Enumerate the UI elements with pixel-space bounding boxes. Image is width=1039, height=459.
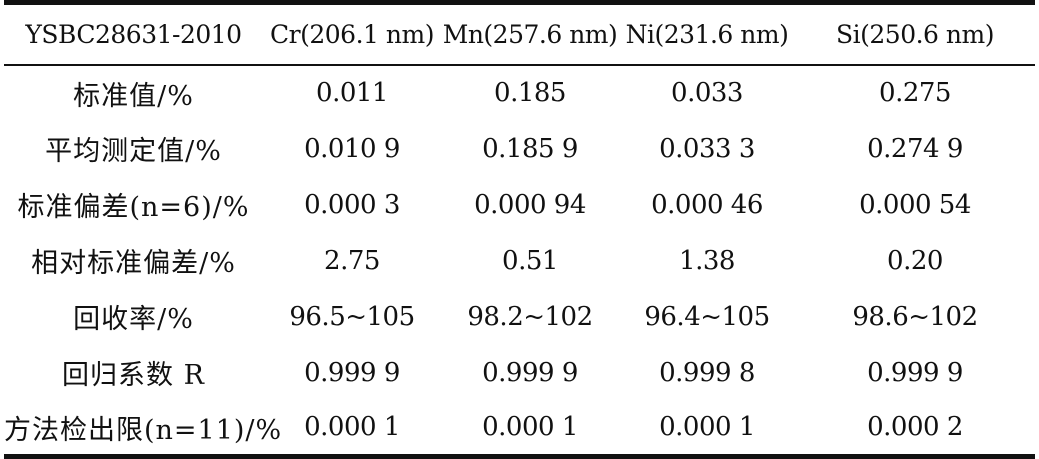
table-row: 方法检出限(n=11)/% 0.000 1 0.000 1 0.000 1 0.… xyxy=(4,401,1035,457)
table-row: 相对标准偏差/% 2.75 0.51 1.38 0.20 xyxy=(4,233,1035,289)
row-label: 回收率/% xyxy=(73,304,194,335)
cell-ni: 0.999 8 xyxy=(659,357,755,388)
cell-si: 98.6~102 xyxy=(852,301,978,332)
cell-ni: 0.000 46 xyxy=(651,189,763,220)
results-table-container: YSBC28631-2010 Cr(206.1 nm) Mn(257.6 nm)… xyxy=(4,0,1035,457)
cell-ni: 96.4~105 xyxy=(644,301,770,332)
cell-cr: 0.011 xyxy=(316,78,388,108)
cell-cr: 0.000 3 xyxy=(304,189,400,220)
table-header: YSBC28631-2010 Cr(206.1 nm) Mn(257.6 nm)… xyxy=(4,2,1035,65)
header-row: YSBC28631-2010 Cr(206.1 nm) Mn(257.6 nm)… xyxy=(4,2,1035,65)
row-label: 回归系数 R xyxy=(62,360,205,391)
table-row: 标准偏差(n=6)/% 0.000 3 0.000 94 0.000 46 0.… xyxy=(4,177,1035,233)
table-body: 标准值/% 0.011 0.185 0.033 0.275 平均测定值/% 0.… xyxy=(4,65,1035,457)
table-row: 回收率/% 96.5~105 98.2~102 96.4~105 98.6~10… xyxy=(4,289,1035,345)
header-cr: Cr(206.1 nm) xyxy=(270,19,434,49)
cell-ni: 0.000 1 xyxy=(659,412,755,443)
cell-si: 0.000 2 xyxy=(867,412,963,443)
cell-cr: 0.999 9 xyxy=(304,357,400,388)
table-row: 标准值/% 0.011 0.185 0.033 0.275 xyxy=(4,65,1035,121)
cell-cr: 96.5~105 xyxy=(289,301,415,332)
cell-mn: 0.000 1 xyxy=(482,412,578,443)
cell-mn: 98.2~102 xyxy=(467,301,593,332)
row-label: 方法检出限(n=11)/% xyxy=(4,414,283,446)
cell-si: 0.275 xyxy=(879,78,951,108)
cell-ni: 0.033 3 xyxy=(659,133,755,164)
row-label: 相对标准偏差/% xyxy=(31,248,236,279)
cell-mn: 0.185 9 xyxy=(482,133,578,164)
cell-cr: 0.010 9 xyxy=(304,133,400,164)
cell-si: 0.20 xyxy=(887,245,943,276)
header-standard-sample: YSBC28631-2010 xyxy=(25,19,242,49)
header-mn: Mn(257.6 nm) xyxy=(442,19,618,49)
cell-cr: 2.75 xyxy=(324,245,380,276)
cell-mn: 0.000 94 xyxy=(474,189,586,220)
cell-mn: 0.999 9 xyxy=(482,357,578,388)
header-ni: Ni(231.6 nm) xyxy=(625,19,789,49)
cell-cr: 0.000 1 xyxy=(304,412,400,443)
cell-ni: 1.38 xyxy=(679,245,735,276)
cell-ni: 0.033 xyxy=(671,78,743,108)
row-label: 平均测定值/% xyxy=(45,136,222,167)
results-table: YSBC28631-2010 Cr(206.1 nm) Mn(257.6 nm)… xyxy=(4,0,1035,459)
table-row: 回归系数 R 0.999 9 0.999 9 0.999 8 0.999 9 xyxy=(4,345,1035,401)
cell-si: 0.000 54 xyxy=(859,189,971,220)
cell-mn: 0.185 xyxy=(494,78,566,108)
table-row: 平均测定值/% 0.010 9 0.185 9 0.033 3 0.274 9 xyxy=(4,121,1035,177)
cell-si: 0.999 9 xyxy=(867,357,963,388)
cell-mn: 0.51 xyxy=(502,245,558,276)
row-label: 标准偏差(n=6)/% xyxy=(17,192,250,223)
row-label: 标准值/% xyxy=(73,80,194,112)
cell-si: 0.274 9 xyxy=(867,133,963,164)
header-si: Si(250.6 nm) xyxy=(836,19,994,49)
